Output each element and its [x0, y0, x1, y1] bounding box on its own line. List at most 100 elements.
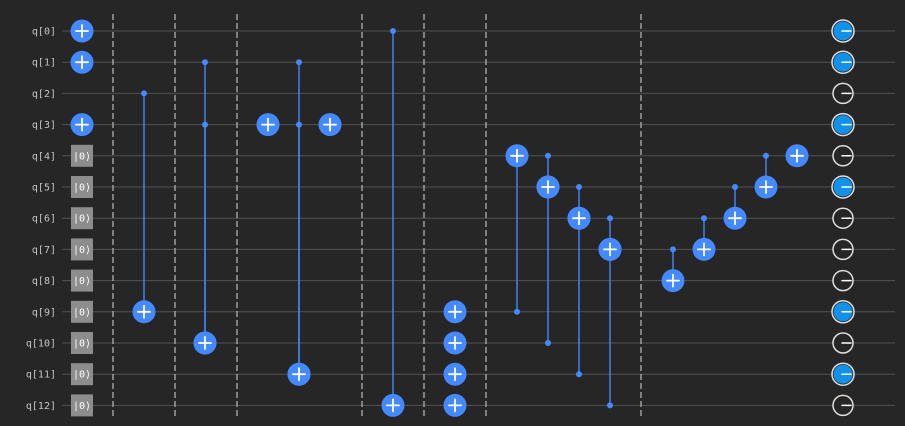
reset-gate: |0⟩ — [71, 176, 93, 198]
qubit-labels: q[0] q[1] q[2] q[3] q[4] q[5] q[6] q[7] q[8] q[9]… — [26, 27, 56, 412]
measurements — [831, 19, 855, 417]
measure-gate — [832, 145, 854, 167]
x-gate — [443, 300, 467, 324]
x-gate — [318, 113, 342, 137]
x-gate — [785, 144, 809, 168]
cnot-gate — [390, 28, 396, 406]
reset-gate: |0⟩ — [71, 269, 93, 292]
cnot-gate — [141, 90, 147, 312]
reset-label: |0⟩ — [73, 276, 91, 287]
control-dot — [576, 371, 582, 378]
cnot-target — [193, 331, 217, 355]
reset-box — [71, 176, 93, 198]
qubit-label: q[9] — [32, 307, 56, 318]
initial-x-gate — [70, 19, 94, 43]
qubit-label: q[0] — [32, 27, 56, 38]
cnot-gate — [607, 249, 613, 409]
cnot-gate — [545, 187, 551, 346]
reset-label: |0⟩ — [73, 401, 91, 412]
cnot-gate — [202, 121, 208, 343]
control-dot — [514, 308, 520, 315]
qubit-label: q[7] — [32, 245, 56, 256]
x-gate — [443, 362, 467, 386]
control-dot — [701, 215, 707, 222]
barriers — [112, 14, 642, 416]
control-dot — [545, 340, 551, 346]
initial-x-gate — [70, 50, 94, 74]
control-dot — [607, 402, 613, 409]
qubit-label: q[8] — [32, 276, 56, 287]
reset-label: |0⟩ — [73, 214, 91, 225]
cnot-gate — [576, 218, 582, 378]
reset-gate: |0⟩ — [71, 332, 93, 354]
qubit-label: q[3] — [32, 120, 56, 131]
cnot-target — [692, 237, 716, 261]
measure-gate — [831, 362, 855, 386]
cnot-target — [505, 144, 529, 168]
cnot-target — [598, 237, 622, 261]
measure-gate — [831, 300, 855, 324]
measure-gate — [831, 50, 855, 74]
control-dot — [763, 152, 769, 159]
cnot-target — [132, 300, 156, 324]
cnot-target — [536, 175, 560, 199]
control-dot — [390, 28, 396, 34]
measure-gate — [832, 238, 854, 261]
reset-gate: |0⟩ — [71, 238, 93, 261]
qubit-label: q[12] — [26, 401, 56, 412]
control-dot — [607, 215, 613, 222]
measure-gate — [832, 394, 854, 417]
cnot-target — [287, 362, 311, 386]
initial-x-gate — [70, 113, 94, 137]
control-dot — [576, 184, 582, 190]
qubit-label: q[10] — [26, 339, 56, 350]
cnot-target — [754, 175, 778, 199]
control-dot — [545, 152, 551, 159]
control-dot — [670, 246, 676, 253]
x-gate — [443, 393, 467, 417]
measure-gate — [831, 112, 855, 137]
x-gate — [443, 331, 467, 355]
reset-box — [71, 207, 93, 230]
reset-gate: |0⟩ — [71, 394, 93, 417]
measure-gate — [832, 269, 854, 292]
cnot-target — [723, 206, 747, 230]
qubit-label: q[4] — [32, 151, 56, 162]
control-dot — [296, 59, 302, 66]
gate-operations: |0⟩ |0⟩ |0⟩ |0⟩ |0⟩ |0⟩ |0⟩ |0⟩ |0⟩ — [70, 19, 809, 417]
reset-box — [71, 269, 93, 292]
control-dot — [202, 121, 208, 128]
qubit-label: q[2] — [32, 89, 56, 100]
reset-box — [71, 394, 93, 417]
control-dot — [202, 59, 208, 66]
reset-label: |0⟩ — [73, 151, 91, 162]
control-dot — [732, 184, 738, 190]
qubit-label: q[5] — [32, 183, 56, 194]
cnot-target — [381, 393, 405, 417]
control-dot — [296, 121, 302, 128]
reset-box — [71, 144, 93, 167]
measure-gate — [832, 207, 854, 229]
reset-label: |0⟩ — [73, 370, 91, 381]
measure-gate — [831, 175, 855, 199]
reset-gate: |0⟩ — [71, 207, 93, 230]
reset-gate: |0⟩ — [71, 300, 93, 323]
reset-label: |0⟩ — [73, 339, 91, 350]
reset-label: |0⟩ — [73, 183, 91, 194]
qubit-label: q[6] — [32, 214, 56, 225]
cnot-gate — [514, 155, 520, 315]
qubit-label: q[11] — [26, 370, 56, 381]
x-gate — [256, 113, 280, 137]
cnot-target — [661, 269, 685, 293]
reset-box — [71, 332, 93, 354]
cnot-target — [567, 206, 591, 230]
control-dot — [141, 90, 147, 97]
qubit-label: q[1] — [32, 58, 56, 69]
reset-label: |0⟩ — [73, 307, 91, 318]
reset-box — [71, 300, 93, 323]
reset-label: |0⟩ — [73, 245, 91, 256]
measure-gate — [831, 19, 855, 43]
measure-gate — [832, 82, 854, 105]
